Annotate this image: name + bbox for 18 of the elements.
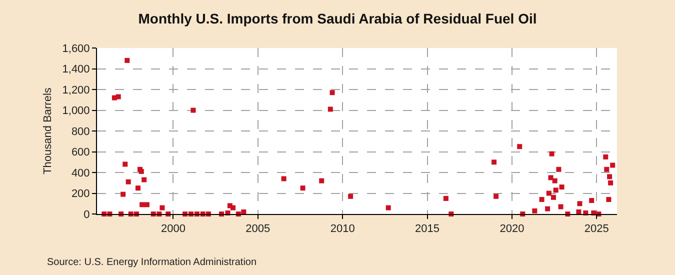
y-tick-label: 1,200	[62, 84, 90, 96]
source-note: Source: U.S. Energy Information Administration	[47, 257, 257, 268]
y-tick-label: 200	[71, 188, 90, 200]
y-tick-label: 0	[84, 208, 90, 221]
x-tick-label: 2000	[160, 223, 186, 236]
x-tick-label: 2005	[246, 223, 270, 236]
y-tick-label: 1,000	[62, 105, 90, 118]
y-tick-label: 1,400	[62, 64, 90, 76]
chart-title: Monthly U.S. Imports from Saudi Arabia of Residual Fuel Oil	[138, 10, 537, 27]
y-tick-label: 600	[71, 146, 90, 159]
x-tick-label: 2025	[584, 223, 609, 236]
y-axis-title: Thousand Barrels	[42, 87, 54, 174]
y-tick-label: 1,600	[62, 42, 90, 55]
x-tick-label: 2020	[500, 223, 524, 236]
x-tick-label: 2010	[330, 223, 355, 236]
y-tick-label: 800	[71, 126, 90, 138]
y-tick-label: 400	[71, 167, 90, 180]
x-tick-label: 2015	[415, 223, 440, 236]
